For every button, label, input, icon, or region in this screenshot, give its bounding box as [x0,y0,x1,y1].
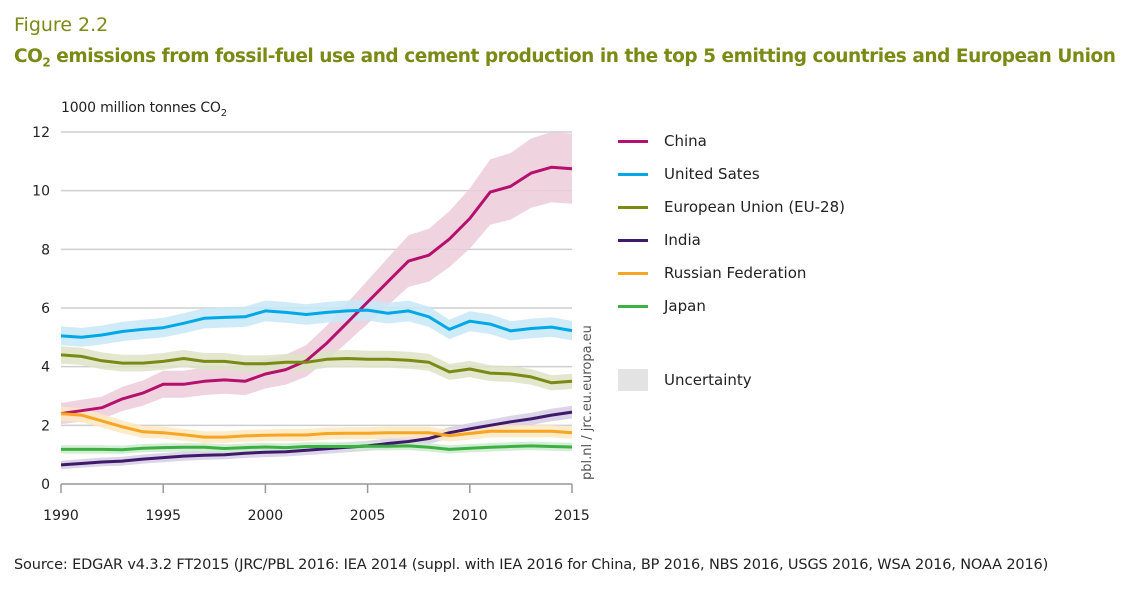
series-line-2 [60,353,573,385]
axes: 0 2 4 6 8 10 12 1990 1995 2000 2005 2010 2015 [32,125,590,524]
legend-swatch [618,304,648,308]
legend-item: Japan [618,295,706,317]
legend-item: Russian Federation [618,262,806,284]
title-prefix: CO [14,46,43,67]
watermark: pbl.nl / jrc.eu.europa.eu [580,325,595,480]
y-tick-label: 0 [41,477,50,493]
legend-item-uncertainty: Uncertainty [618,369,752,391]
series-line-5 [61,444,573,452]
x-tick-label: 2000 [248,508,284,524]
legend-item: India [618,229,701,251]
legend-swatch [618,139,648,143]
legend-label: European Union (EU-28) [664,198,845,216]
y-tick-label: 6 [41,301,50,317]
x-tick-label: 1990 [43,508,79,524]
legend-swatch [618,172,648,176]
legend-label: Russian Federation [664,264,807,282]
legend-swatch [618,205,648,209]
legend-label: Japan [664,297,706,315]
series-line-0 [60,165,573,416]
y-tick-label: 12 [32,125,50,141]
figure-label: Figure 2.2 [14,14,109,36]
uncertainty-band-1 [61,299,572,347]
unit-subscript: 2 [220,107,227,119]
legend-swatch [618,238,648,242]
y-tick-label: 4 [41,360,50,376]
x-tick-label: 2010 [452,508,488,524]
series-lines [60,165,573,467]
y-tick-label: 10 [32,184,50,200]
x-tick-label: 1995 [145,508,181,524]
legend-swatch [618,271,648,275]
unit-prefix: 1000 million tonnes CO [61,100,221,116]
legend-label: United Sates [664,165,760,183]
series-line-1 [60,308,573,339]
y-tick-label: 8 [41,242,50,258]
title-rest: emissions from fossil-fuel use and cemen… [50,46,1116,67]
series-line-3 [60,410,573,467]
uncertainty-bands [61,132,572,470]
series-line-4 [60,412,573,439]
x-tick-label: 2005 [350,508,386,524]
title-subscript: 2 [42,55,51,70]
legend-item: European Union (EU-28) [618,196,845,218]
source-note: Source: EDGAR v4.3.2 FT2015 (JRC/PBL 201… [14,557,1049,573]
legend-item: United Sates [618,163,760,185]
legend-item: China [618,130,707,152]
chart-title: CO2 emissions from fossil-fuel use and c… [14,46,1116,70]
uncertainty-band-3 [61,405,572,470]
uncertainty-band-2 [61,346,572,391]
legend-label: India [664,231,701,249]
x-tick-label: 2015 [554,508,590,524]
legend-label: Uncertainty [664,371,752,389]
y-axis-unit-label: 1000 million tonnes CO2 [61,100,227,119]
y-tick-label: 2 [41,418,50,434]
uncertainty-swatch [618,369,648,391]
legend-label: China [664,132,707,150]
